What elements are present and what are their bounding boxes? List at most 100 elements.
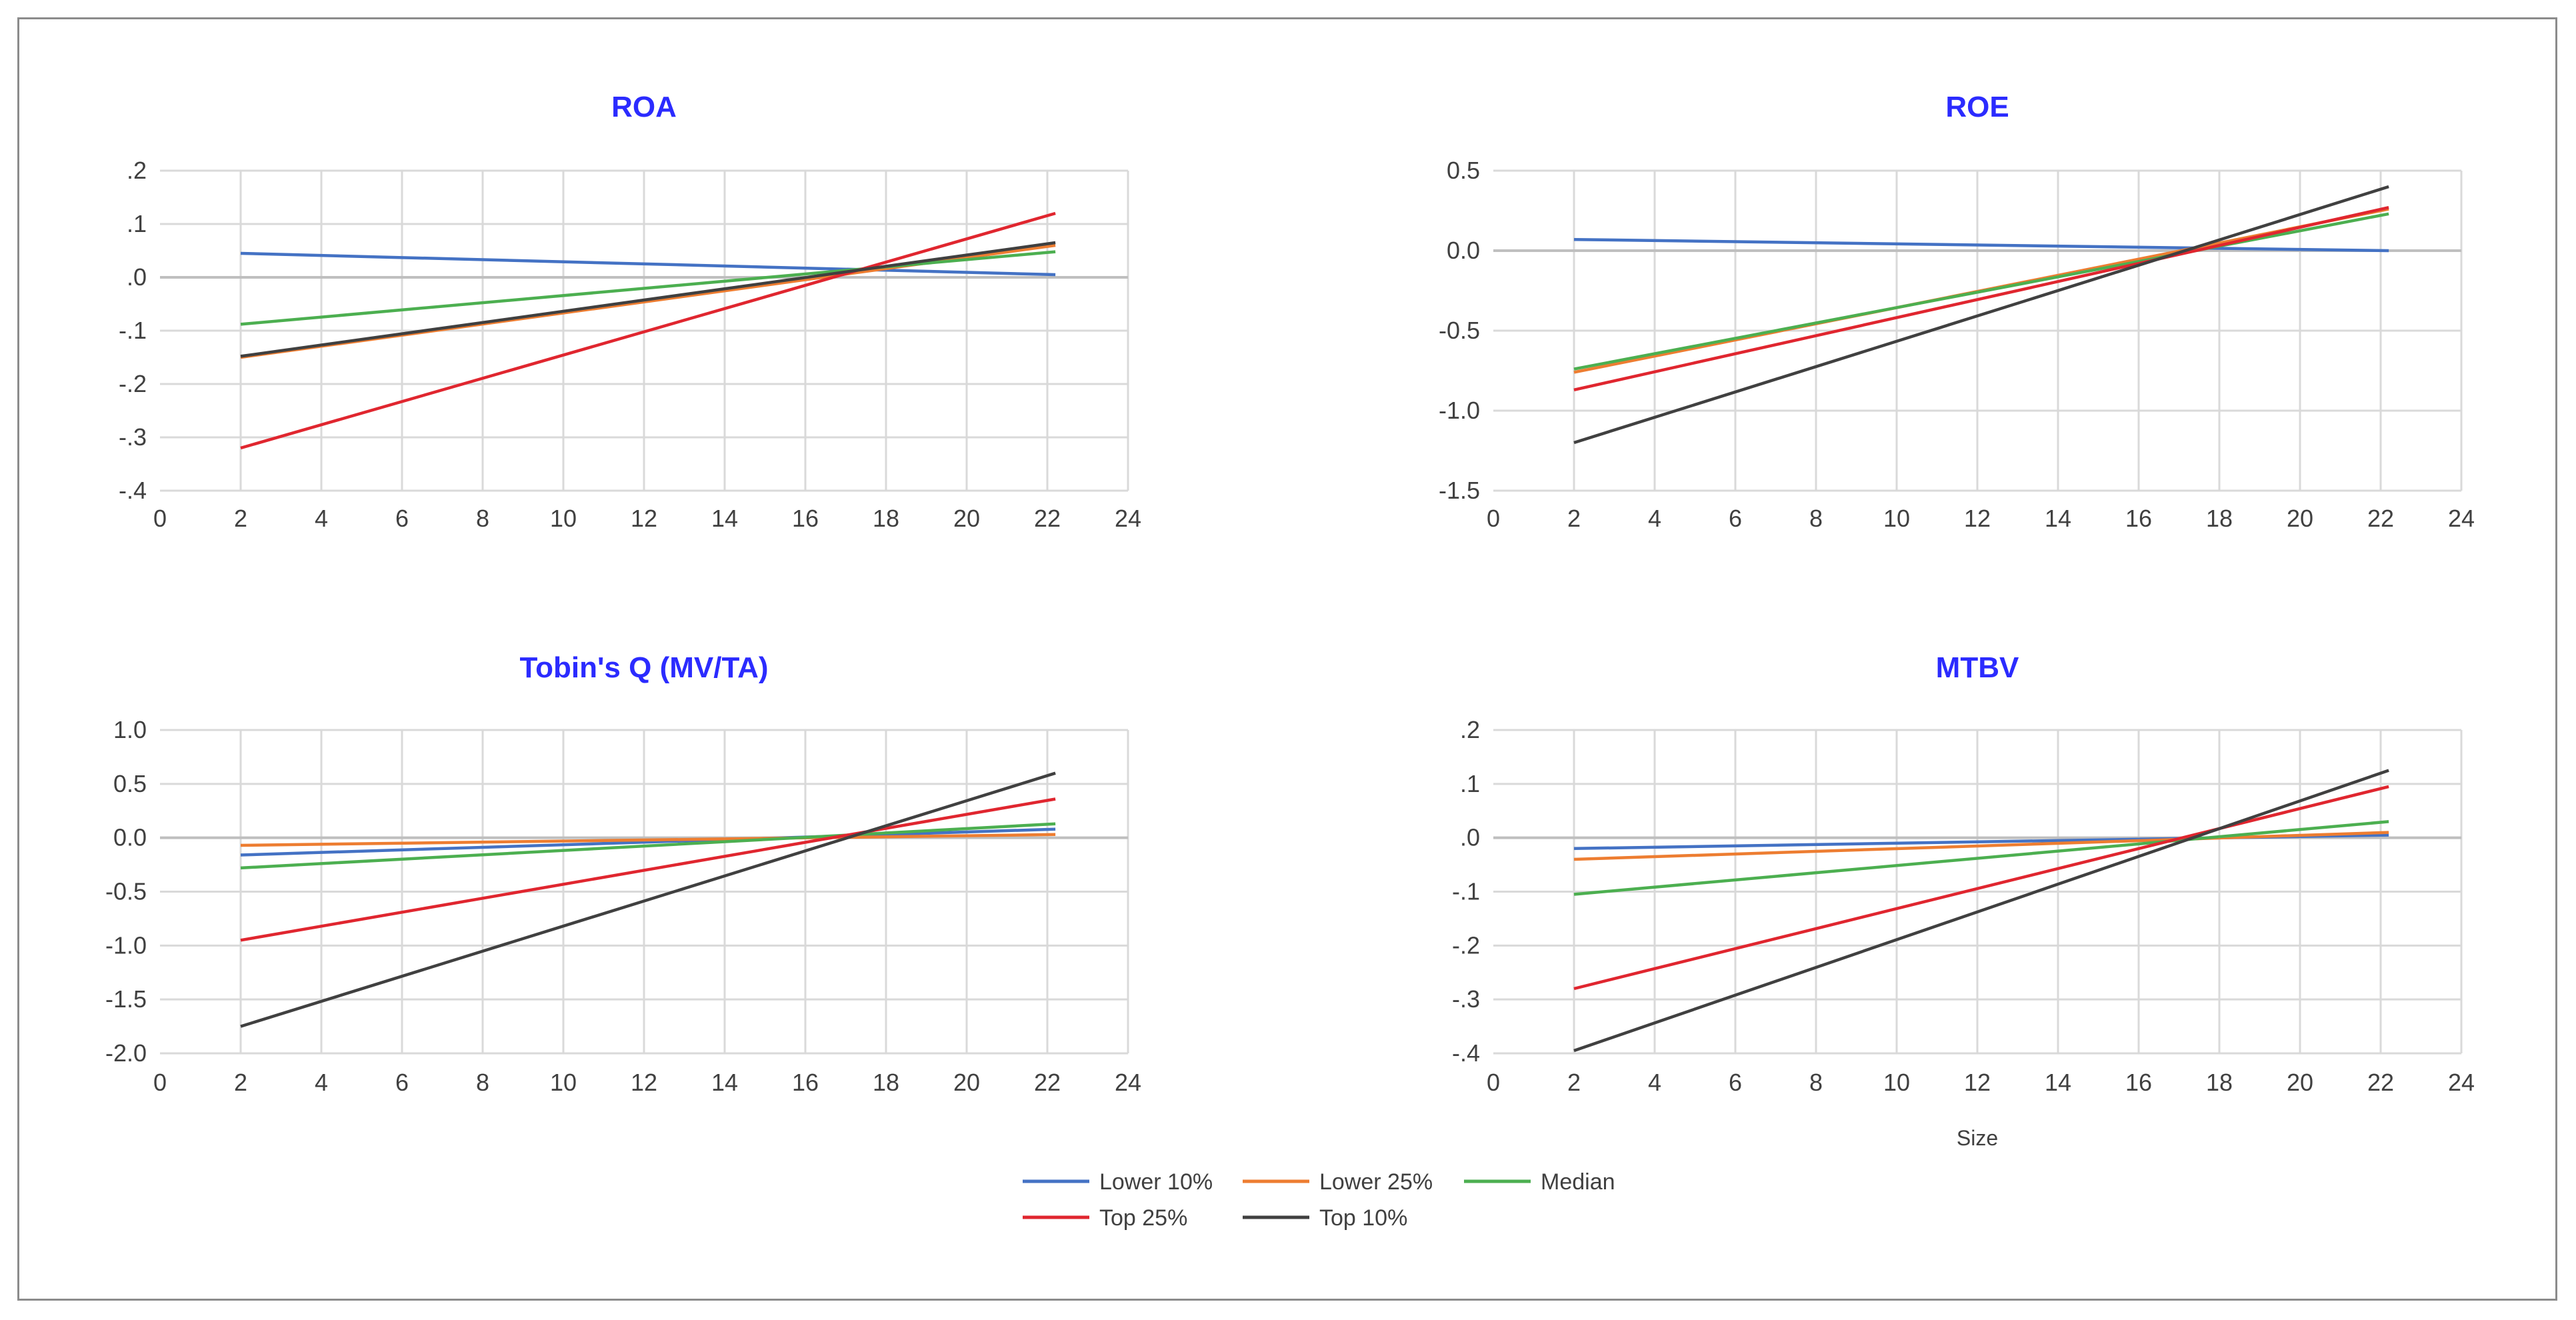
series-line-median [240, 250, 1056, 326]
x-tick-label: 0 [153, 1069, 167, 1096]
x-tick-label: 12 [1964, 505, 1991, 532]
legend-label: Median [1541, 1169, 1615, 1195]
x-tick-label: 24 [1115, 1069, 1141, 1096]
series-line-top-10 [240, 241, 1056, 358]
x-tick-label: 4 [315, 1069, 328, 1096]
series-line-lower-25 [1573, 831, 2389, 861]
x-tick-label: 18 [873, 505, 899, 532]
x-tick-label: 24 [1115, 505, 1141, 532]
series-line-top-10 [1573, 769, 2389, 1053]
x-tick-label: 16 [792, 505, 819, 532]
series-line-top-25 [1573, 206, 2389, 391]
chart-title: Tobin's Q (MV/TA) [520, 651, 769, 684]
series-line-lower-10 [240, 251, 1056, 277]
series-line-top-25 [1573, 785, 2389, 991]
y-tick-label: .2 [127, 157, 147, 184]
x-tick-label: 10 [550, 505, 577, 532]
y-tick-label: .1 [127, 210, 147, 237]
x-tick-label: 12 [1964, 1069, 1991, 1096]
y-tick-label: -.4 [119, 477, 147, 504]
x-tick-label: 20 [953, 505, 980, 532]
y-tick-label: -1.0 [1439, 397, 1480, 424]
x-tick-label: 22 [1034, 505, 1061, 532]
x-tick-label: 12 [631, 505, 657, 532]
x-tick-label: 10 [1883, 1069, 1910, 1096]
y-tick-label: .1 [1460, 770, 1480, 797]
chart-frame [17, 17, 2557, 1301]
y-tick-label: 1.0 [113, 716, 147, 743]
x-axis-title: Size [1957, 1126, 1998, 1150]
x-tick-label: 20 [2287, 1069, 2313, 1096]
x-tick-label: 2 [234, 1069, 247, 1096]
x-tick-label: 6 [395, 1069, 409, 1096]
x-tick-label: 8 [476, 1069, 489, 1096]
y-tick-label: -.3 [1452, 985, 1480, 1013]
x-tick-label: 6 [395, 505, 409, 532]
x-tick-label: 4 [1648, 505, 1661, 532]
x-tick-label: 10 [1883, 505, 1910, 532]
legend-label: Top 10% [1319, 1205, 1407, 1231]
y-tick-label: 0.0 [113, 824, 147, 851]
x-tick-label: 14 [2045, 505, 2071, 532]
y-tick-label: -0.5 [105, 878, 147, 905]
y-tick-label: .0 [127, 263, 147, 291]
legend-label: Lower 10% [1099, 1169, 1213, 1195]
x-tick-label: 0 [153, 505, 167, 532]
x-tick-label: 10 [550, 1069, 577, 1096]
chart-panel-3: Tobin's Q (MV/TA)0 2 4 6 8 10 12 14 16 18 20 22 241.… [105, 651, 1141, 1096]
legend-label: Lower 25% [1319, 1169, 1433, 1195]
series-line-top-25 [240, 211, 1056, 450]
x-tick-label: 14 [711, 505, 738, 532]
series-line-lower-10 [240, 827, 1056, 857]
x-tick-label: 18 [2206, 1069, 2233, 1096]
y-tick-label: .0 [1460, 824, 1480, 851]
x-tick-label: 14 [2045, 1069, 2071, 1096]
x-tick-label: 12 [631, 1069, 657, 1096]
x-tick-label: 16 [2125, 505, 2152, 532]
y-tick-label: -.3 [119, 423, 147, 451]
series-line-median [1573, 820, 2389, 896]
series-line-median [1573, 212, 2389, 371]
y-tick-label: 0.5 [113, 770, 147, 797]
y-tick-label: -2.0 [105, 1039, 147, 1067]
chart-title: ROA [611, 91, 677, 123]
y-tick-label: -1.5 [105, 985, 147, 1013]
x-tick-label: 4 [1648, 1069, 1661, 1096]
legend-item-lower-10: Lower 10% [1023, 1169, 1213, 1195]
x-tick-label: 20 [2287, 505, 2313, 532]
series-line-top-10 [1573, 185, 2389, 445]
x-tick-label: 14 [711, 1069, 738, 1096]
x-tick-label: 22 [2367, 1069, 2394, 1096]
y-tick-label: 0.0 [1447, 237, 1480, 264]
y-tick-label: 0.5 [1447, 157, 1480, 184]
x-tick-label: 20 [953, 1069, 980, 1096]
y-tick-label: -.1 [1452, 878, 1480, 905]
x-tick-label: 2 [1567, 1069, 1581, 1096]
chart-title: MTBV [1936, 651, 2019, 684]
chart-title: ROE [1945, 91, 2009, 123]
series-line-lower-10 [1573, 237, 2389, 253]
series-line-lower-25 [240, 833, 1056, 847]
x-tick-label: 16 [2125, 1069, 2152, 1096]
legend-item-median: Median [1464, 1169, 1615, 1195]
y-tick-label: .2 [1460, 716, 1480, 743]
x-tick-label: 0 [1487, 1069, 1500, 1096]
legend-label: Top 25% [1099, 1205, 1187, 1231]
x-tick-label: 24 [2448, 1069, 2475, 1096]
x-tick-label: 2 [1567, 505, 1581, 532]
series-line-top-10 [240, 771, 1056, 1028]
x-tick-label: 4 [315, 505, 328, 532]
x-tick-label: 6 [1729, 505, 1742, 532]
x-tick-label: 22 [2367, 505, 2394, 532]
y-tick-label: -1.0 [105, 931, 147, 959]
x-tick-label: 0 [1487, 505, 1500, 532]
x-tick-label: 18 [873, 1069, 899, 1096]
x-tick-label: 2 [234, 505, 247, 532]
y-tick-label: -.4 [1452, 1039, 1480, 1067]
y-tick-label: -1.5 [1439, 477, 1480, 504]
legend-item-top-25: Top 25% [1023, 1205, 1187, 1231]
x-tick-label: 24 [2448, 505, 2475, 532]
